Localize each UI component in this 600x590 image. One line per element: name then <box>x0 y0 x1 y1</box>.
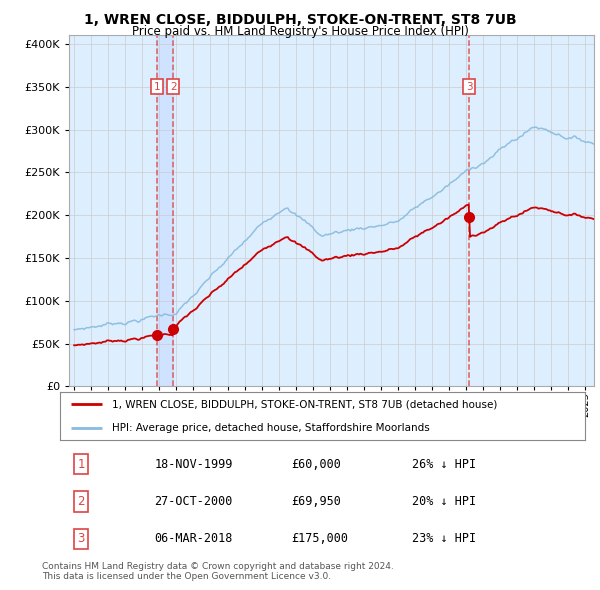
Text: Contains HM Land Registry data © Crown copyright and database right 2024.: Contains HM Land Registry data © Crown c… <box>42 562 394 571</box>
Text: 1, WREN CLOSE, BIDDULPH, STOKE-ON-TRENT, ST8 7UB (detached house): 1, WREN CLOSE, BIDDULPH, STOKE-ON-TRENT,… <box>113 399 498 409</box>
Text: 1: 1 <box>77 458 85 471</box>
Text: HPI: Average price, detached house, Staffordshire Moorlands: HPI: Average price, detached house, Staf… <box>113 423 430 432</box>
Text: 3: 3 <box>77 532 85 545</box>
Text: £69,950: £69,950 <box>291 495 341 508</box>
Text: 06-MAR-2018: 06-MAR-2018 <box>155 532 233 545</box>
Text: £175,000: £175,000 <box>291 532 348 545</box>
Text: 1, WREN CLOSE, BIDDULPH, STOKE-ON-TRENT, ST8 7UB: 1, WREN CLOSE, BIDDULPH, STOKE-ON-TRENT,… <box>83 13 517 27</box>
Text: 27-OCT-2000: 27-OCT-2000 <box>155 495 233 508</box>
Text: Price paid vs. HM Land Registry's House Price Index (HPI): Price paid vs. HM Land Registry's House … <box>131 25 469 38</box>
Text: 23% ↓ HPI: 23% ↓ HPI <box>412 532 476 545</box>
Text: 26% ↓ HPI: 26% ↓ HPI <box>412 458 476 471</box>
Text: This data is licensed under the Open Government Licence v3.0.: This data is licensed under the Open Gov… <box>42 572 331 581</box>
Text: 3: 3 <box>466 82 473 92</box>
Text: 2: 2 <box>77 495 85 508</box>
Text: 20% ↓ HPI: 20% ↓ HPI <box>412 495 476 508</box>
Bar <box>157 35 173 386</box>
Text: 18-NOV-1999: 18-NOV-1999 <box>155 458 233 471</box>
Text: 1: 1 <box>154 82 161 92</box>
Text: 2: 2 <box>170 82 176 92</box>
Text: £60,000: £60,000 <box>291 458 341 471</box>
